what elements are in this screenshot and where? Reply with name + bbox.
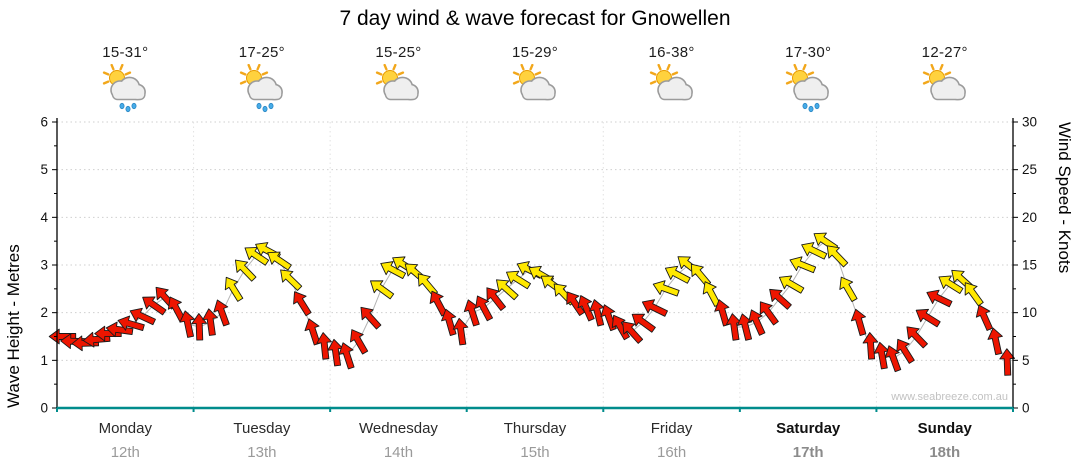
day-date: 14th [383,444,414,461]
svg-text:25: 25 [1022,162,1037,177]
day-date: 12th [110,444,140,461]
svg-text:10: 10 [1022,305,1037,320]
svg-text:1: 1 [40,353,48,368]
day-temp: 15-31° [102,44,149,61]
svg-text:30: 30 [1022,115,1037,130]
day-name: Thursday [503,420,567,437]
day-name: Sunday [917,420,972,437]
sun-cloud-rain-icon [740,64,877,118]
day-date: 16th [657,444,687,461]
page-title: 7 day wind & wave forecast for Gnowellen [339,7,731,30]
day-name: Saturday [776,420,841,437]
svg-text:20: 20 [1022,210,1037,225]
svg-text:5: 5 [40,162,48,177]
day-temp: 17-25° [238,44,285,61]
sun-cloud-icon [876,64,1013,118]
svg-text:0: 0 [40,401,48,416]
sun-cloud-icon [330,64,467,118]
day-temp: 17-30° [785,44,832,61]
sun-cloud-rain-icon [194,64,331,118]
sun-cloud-rain-icon [57,64,194,118]
day-temp: 15-29° [511,44,559,61]
day-date: 17th [792,444,824,461]
svg-text:15: 15 [1022,258,1037,273]
left-axis-title: Wave Height - Metres [4,244,23,408]
day-temp: 12-27° [921,44,968,61]
day-date: 13th [247,444,277,461]
day-temp: 16-38° [648,44,695,61]
day-name: Monday [98,420,152,437]
right-axis-title: Wind Speed - Knots [1055,122,1074,274]
day-name: Tuesday [233,420,291,437]
day-date: 15th [520,444,550,461]
sun-cloud-icon [603,64,740,118]
svg-text:6: 6 [40,115,48,130]
day-names-row: Monday Tuesday Wednesday Thursday Friday… [57,420,1013,437]
svg-text:2: 2 [40,305,48,320]
day-dates-row: 12th 13th 14th 15th 16th 17th 18th [57,444,1013,461]
svg-text:3: 3 [40,258,48,273]
svg-text:4: 4 [40,210,48,225]
weather-icons-row [57,64,1013,118]
day-name: Friday [650,420,693,437]
temperature-row: 15-31° 17-25° 15-25° 15-29° 16-38° 17-30… [57,44,1013,61]
day-name: Wednesday [358,420,438,437]
day-temp: 15-25° [375,44,422,61]
watermark: www.seabreeze.com.au [891,391,1008,403]
svg-text:0: 0 [1022,401,1030,416]
sun-cloud-icon [467,64,604,118]
day-date: 18th [929,444,961,461]
svg-text:5: 5 [1022,353,1030,368]
